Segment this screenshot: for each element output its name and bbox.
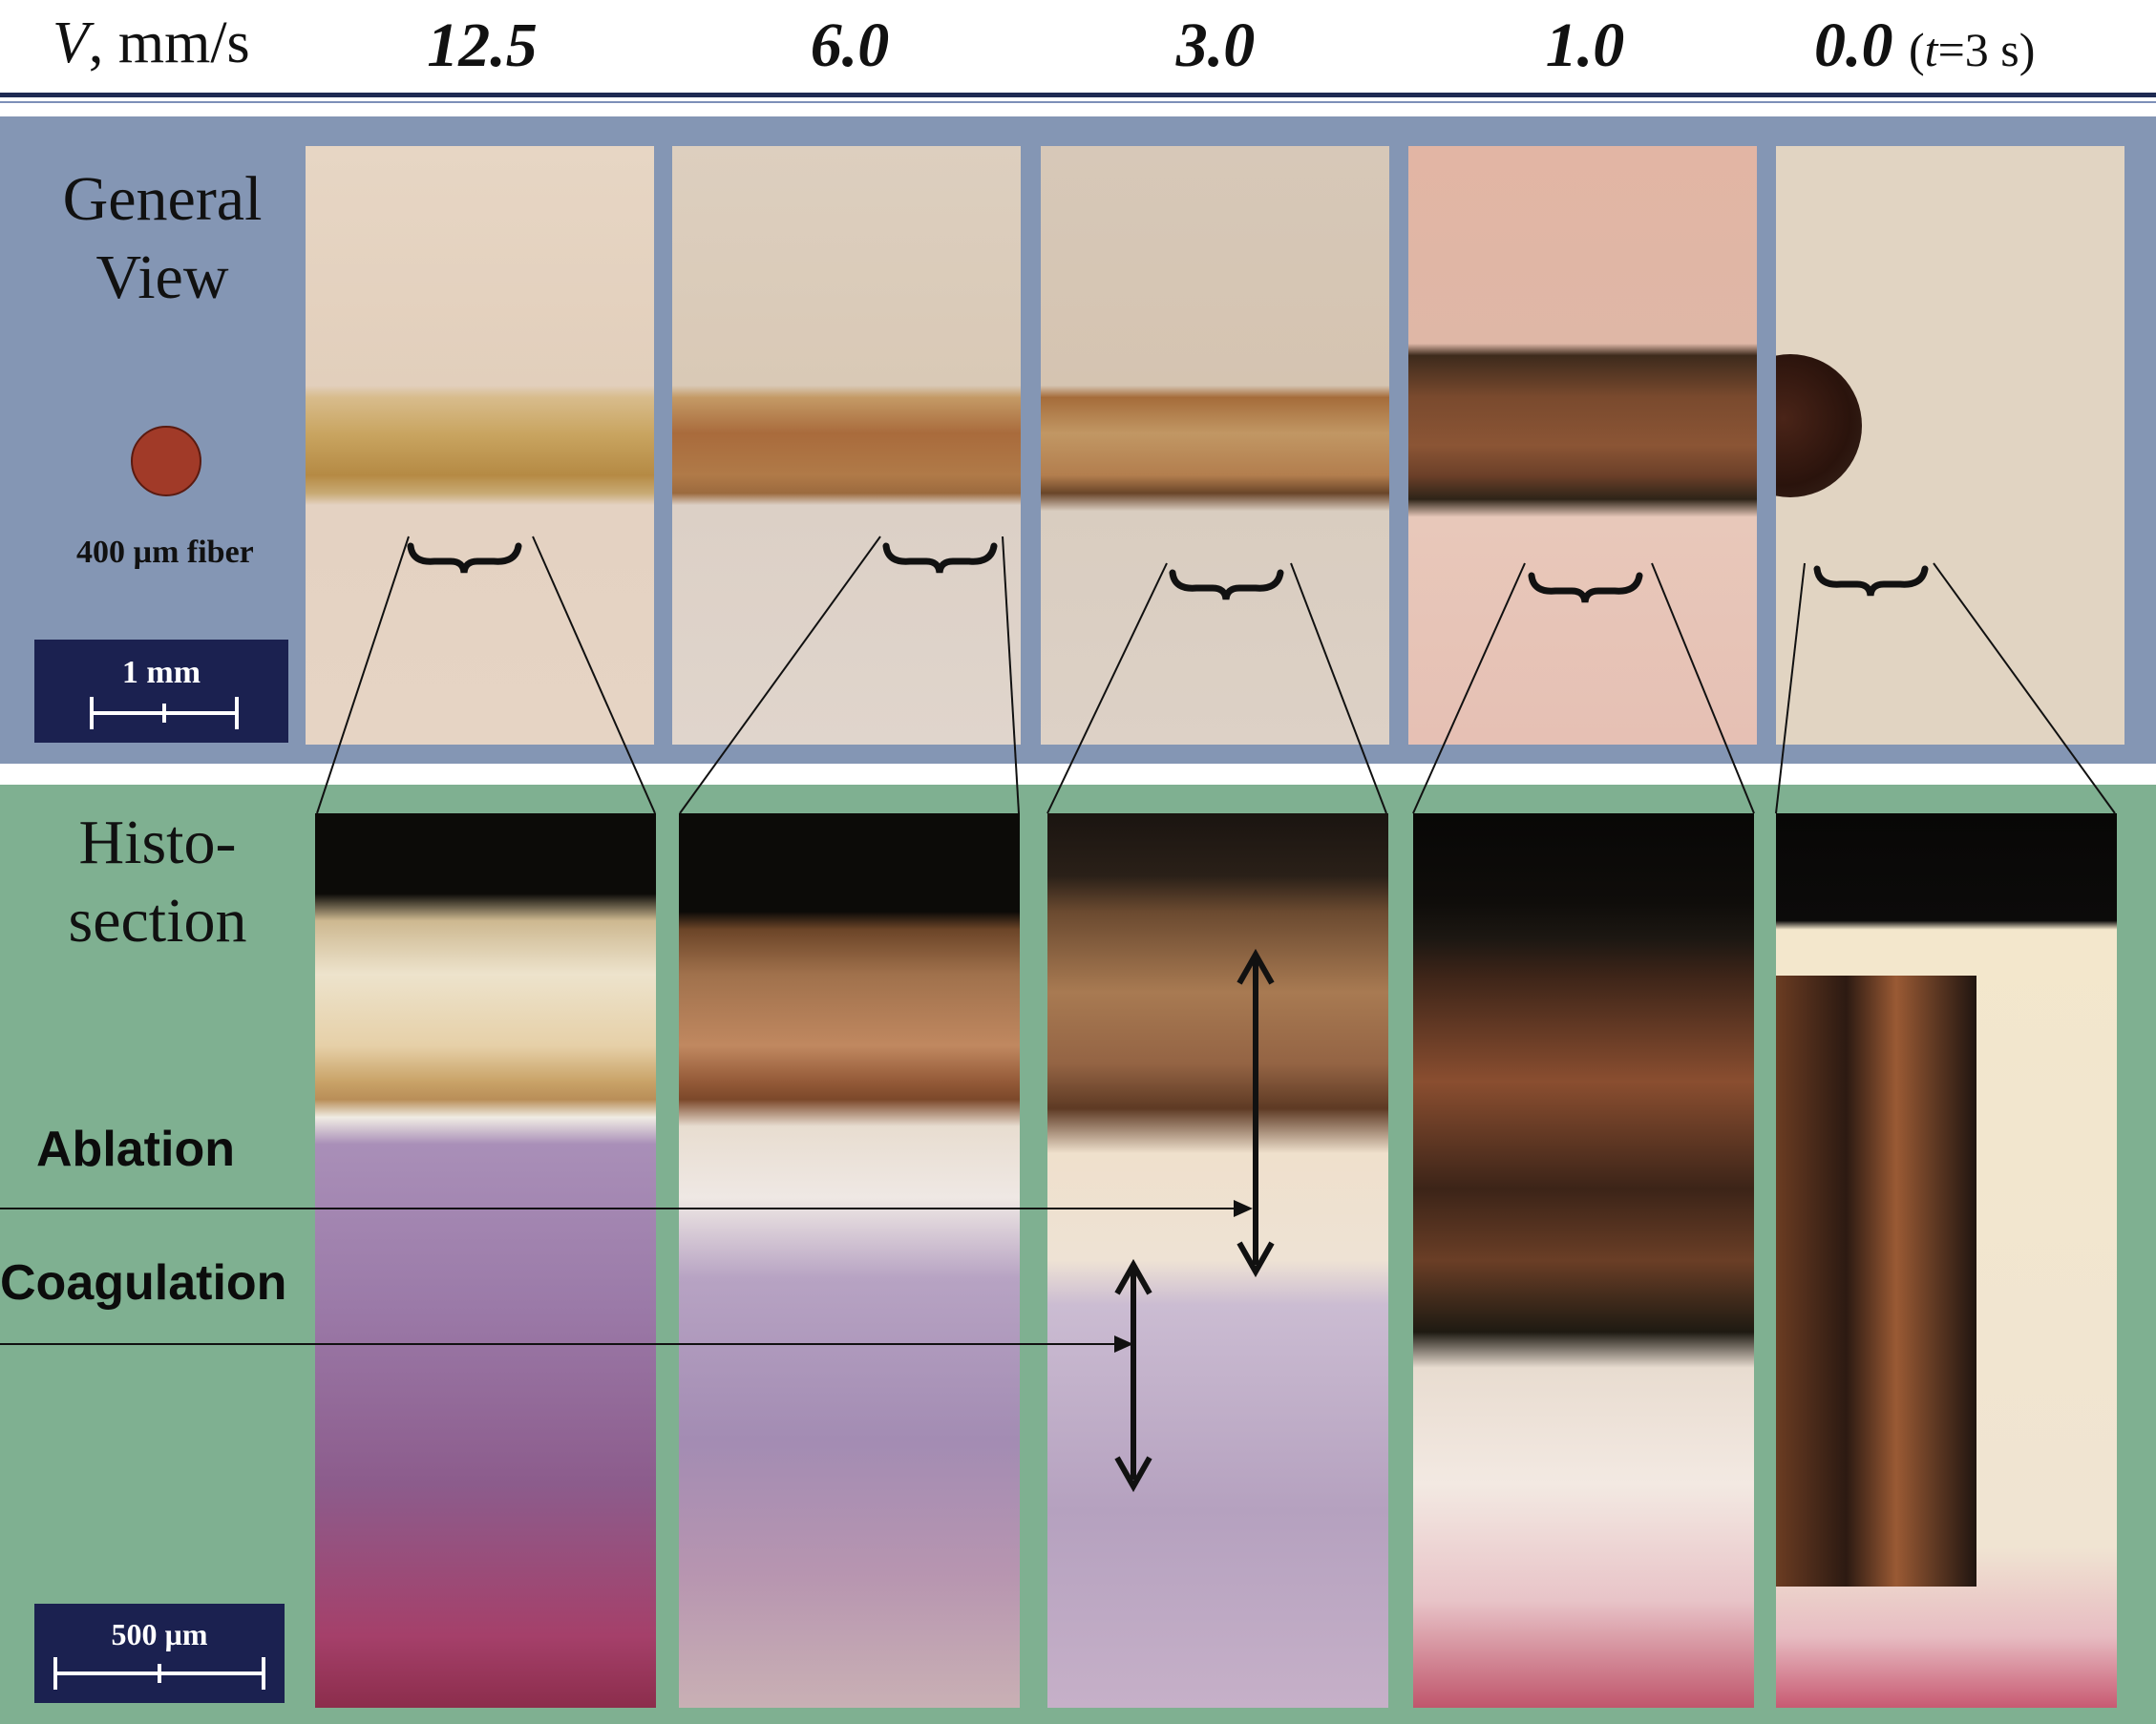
scale-bar-500um: 500 µm	[34, 1604, 285, 1703]
header-rule-bottom	[0, 101, 2156, 103]
pointer-heads	[1114, 1200, 1253, 1353]
general-view-image-3.0	[1041, 146, 1389, 745]
histo-image-12.5	[315, 813, 656, 1708]
fiber-label: 400 µm fiber	[76, 535, 254, 570]
scale-ruler-1mm	[90, 697, 239, 729]
histo-image-3.0	[1047, 813, 1388, 1708]
histo-image-1.0	[1413, 813, 1754, 1708]
speed-label-5: 0.0 (t=3 s)	[1814, 10, 2129, 82]
header-rule-top	[0, 93, 2156, 97]
curly-braces	[407, 542, 1929, 603]
histo-image-0.0	[1776, 813, 2117, 1708]
zoom-connector-lines	[316, 536, 2116, 814]
speed-value-5: 0.0	[1814, 11, 1893, 80]
pointer-lines	[0, 1208, 1246, 1345]
general-view-title: General View	[62, 164, 263, 312]
speed-label-3: 3.0	[1175, 11, 1256, 80]
fiber-icon	[131, 426, 201, 496]
exposure-time-note: (t=3 s)	[1909, 23, 2036, 76]
ablation-label: Ablation	[36, 1122, 235, 1177]
speed-label-4: 1.0	[1545, 11, 1625, 80]
general-view-image-12.5	[306, 146, 654, 745]
ablation-channel	[1776, 976, 1976, 1587]
histosection-title: Histo- section	[68, 808, 247, 956]
velocity-unit: , mm/s	[88, 11, 250, 75]
general-view-image-6.0	[672, 146, 1021, 745]
scale-bar-1mm: 1 mm	[34, 640, 288, 743]
scale-label-500um: 500 µm	[111, 1617, 208, 1651]
general-view-image-0.0	[1776, 146, 2124, 745]
scale-ruler-500um	[53, 1657, 265, 1690]
speed-label-1: 12.5	[427, 11, 538, 80]
speed-label-2: 6.0	[810, 11, 890, 80]
depth-arrows	[1114, 948, 1275, 1493]
scale-label-1mm: 1 mm	[121, 655, 201, 690]
histo-image-6.0	[679, 813, 1020, 1708]
velocity-symbol: V	[53, 11, 89, 75]
velocity-axis-label: V, mm/s	[53, 10, 250, 77]
general-view-image-1.0	[1408, 146, 1757, 745]
coagulation-label: Coagulation	[0, 1255, 287, 1311]
